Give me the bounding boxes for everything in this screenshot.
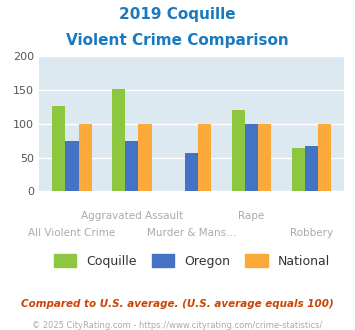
Bar — [138, 124, 152, 191]
Text: Rape: Rape — [239, 211, 265, 221]
Bar — [112, 88, 125, 191]
Text: Violent Crime Comparison: Violent Crime Comparison — [66, 33, 289, 48]
Bar — [305, 146, 318, 191]
Bar — [232, 110, 245, 191]
Text: Murder & Mans...: Murder & Mans... — [147, 227, 236, 238]
Text: All Violent Crime: All Violent Crime — [28, 227, 116, 238]
Bar — [245, 124, 258, 191]
Bar — [318, 124, 331, 191]
Text: Robbery: Robbery — [290, 227, 333, 238]
Bar — [292, 148, 305, 191]
Text: 2019 Coquille: 2019 Coquille — [119, 7, 236, 21]
Bar — [125, 141, 138, 191]
Bar — [78, 124, 92, 191]
Bar — [185, 153, 198, 191]
Text: © 2025 CityRating.com - https://www.cityrating.com/crime-statistics/: © 2025 CityRating.com - https://www.city… — [32, 321, 323, 330]
Bar — [65, 141, 78, 191]
Text: Aggravated Assault: Aggravated Assault — [81, 211, 183, 221]
Legend: Coquille, Oregon, National: Coquille, Oregon, National — [49, 249, 335, 273]
Text: Compared to U.S. average. (U.S. average equals 100): Compared to U.S. average. (U.S. average … — [21, 299, 334, 309]
Bar — [198, 124, 212, 191]
Bar — [258, 124, 271, 191]
Bar — [52, 106, 65, 191]
